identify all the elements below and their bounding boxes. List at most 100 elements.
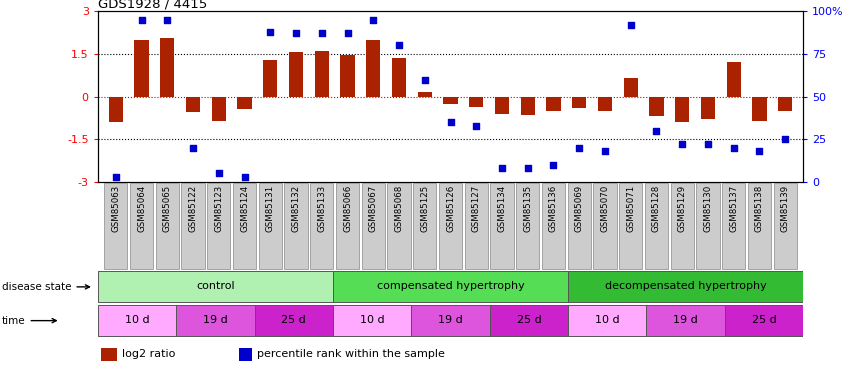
- Text: GSM85064: GSM85064: [137, 184, 146, 232]
- FancyBboxPatch shape: [105, 183, 128, 269]
- Text: 25 d: 25 d: [281, 315, 306, 325]
- Point: [212, 170, 225, 176]
- Point: [289, 30, 303, 36]
- Text: GSM85127: GSM85127: [472, 184, 481, 232]
- Bar: [778, 97, 792, 111]
- Text: disease state: disease state: [2, 282, 89, 292]
- Text: GDS1928 / 4415: GDS1928 / 4415: [98, 0, 207, 10]
- FancyBboxPatch shape: [388, 183, 411, 269]
- FancyBboxPatch shape: [516, 183, 540, 269]
- Text: GSM85129: GSM85129: [677, 184, 687, 232]
- Bar: [572, 97, 586, 108]
- Text: GSM85132: GSM85132: [292, 184, 301, 232]
- Text: 10 d: 10 d: [595, 315, 620, 325]
- Point: [238, 174, 252, 180]
- Point: [341, 30, 354, 36]
- FancyBboxPatch shape: [254, 305, 333, 336]
- Bar: [547, 97, 560, 111]
- FancyBboxPatch shape: [542, 183, 565, 269]
- Text: GSM85122: GSM85122: [189, 184, 197, 232]
- Text: GSM85124: GSM85124: [240, 184, 249, 232]
- Text: 25 d: 25 d: [517, 315, 541, 325]
- Text: GSM85065: GSM85065: [162, 184, 172, 232]
- FancyBboxPatch shape: [439, 183, 462, 269]
- FancyBboxPatch shape: [285, 183, 308, 269]
- Point: [418, 76, 432, 82]
- Bar: [341, 56, 354, 97]
- Point: [624, 22, 638, 28]
- Bar: [649, 97, 664, 117]
- Bar: [521, 97, 535, 115]
- Bar: [109, 97, 123, 122]
- Text: GSM85135: GSM85135: [524, 184, 532, 232]
- Point: [701, 141, 715, 147]
- FancyBboxPatch shape: [465, 183, 488, 269]
- FancyBboxPatch shape: [411, 305, 490, 336]
- Point: [779, 136, 792, 142]
- Point: [444, 119, 457, 125]
- FancyBboxPatch shape: [696, 183, 720, 269]
- Point: [598, 148, 612, 154]
- FancyBboxPatch shape: [98, 305, 176, 336]
- FancyBboxPatch shape: [181, 183, 205, 269]
- Text: GSM85130: GSM85130: [704, 184, 712, 232]
- Text: GSM85071: GSM85071: [626, 184, 635, 232]
- Text: 19 d: 19 d: [673, 315, 698, 325]
- Point: [572, 145, 586, 151]
- Point: [547, 162, 560, 168]
- Point: [469, 123, 483, 129]
- Bar: [212, 97, 226, 121]
- Text: 25 d: 25 d: [751, 315, 776, 325]
- Bar: [675, 97, 689, 122]
- Bar: [239, 348, 252, 361]
- Bar: [444, 97, 457, 104]
- FancyBboxPatch shape: [568, 183, 591, 269]
- Text: GSM85123: GSM85123: [214, 184, 224, 232]
- FancyBboxPatch shape: [130, 183, 153, 269]
- Bar: [264, 60, 277, 97]
- FancyBboxPatch shape: [176, 305, 254, 336]
- Bar: [392, 58, 406, 97]
- FancyBboxPatch shape: [722, 183, 745, 269]
- Text: GSM85125: GSM85125: [420, 184, 429, 232]
- Bar: [701, 97, 715, 119]
- Point: [264, 29, 277, 35]
- Bar: [417, 92, 432, 97]
- Bar: [289, 53, 303, 97]
- FancyBboxPatch shape: [490, 305, 568, 336]
- Point: [315, 30, 329, 36]
- Point: [496, 165, 509, 171]
- FancyBboxPatch shape: [568, 272, 803, 302]
- FancyBboxPatch shape: [98, 272, 333, 302]
- FancyBboxPatch shape: [333, 305, 411, 336]
- FancyBboxPatch shape: [725, 305, 803, 336]
- Bar: [495, 97, 509, 114]
- Text: GSM85067: GSM85067: [369, 184, 377, 232]
- Text: GSM85063: GSM85063: [111, 184, 120, 232]
- Point: [366, 17, 380, 23]
- FancyBboxPatch shape: [361, 183, 385, 269]
- FancyBboxPatch shape: [207, 183, 230, 269]
- FancyBboxPatch shape: [619, 183, 643, 269]
- Text: GSM85133: GSM85133: [317, 184, 326, 232]
- FancyBboxPatch shape: [645, 183, 668, 269]
- FancyBboxPatch shape: [310, 183, 333, 269]
- FancyBboxPatch shape: [568, 305, 647, 336]
- Text: time: time: [2, 316, 56, 326]
- Text: log2 ratio: log2 ratio: [122, 350, 175, 359]
- Text: GSM85068: GSM85068: [394, 184, 404, 232]
- Bar: [624, 78, 638, 97]
- Text: GSM85136: GSM85136: [549, 184, 558, 232]
- Text: GSM85070: GSM85070: [600, 184, 609, 232]
- Bar: [598, 97, 612, 111]
- FancyBboxPatch shape: [413, 183, 436, 269]
- Point: [727, 145, 740, 151]
- Point: [161, 17, 174, 23]
- FancyBboxPatch shape: [336, 183, 359, 269]
- Bar: [469, 97, 484, 106]
- FancyBboxPatch shape: [490, 183, 513, 269]
- Text: percentile rank within the sample: percentile rank within the sample: [258, 350, 445, 359]
- Text: GSM85131: GSM85131: [266, 184, 275, 232]
- Text: 10 d: 10 d: [125, 315, 150, 325]
- Text: 19 d: 19 d: [203, 315, 228, 325]
